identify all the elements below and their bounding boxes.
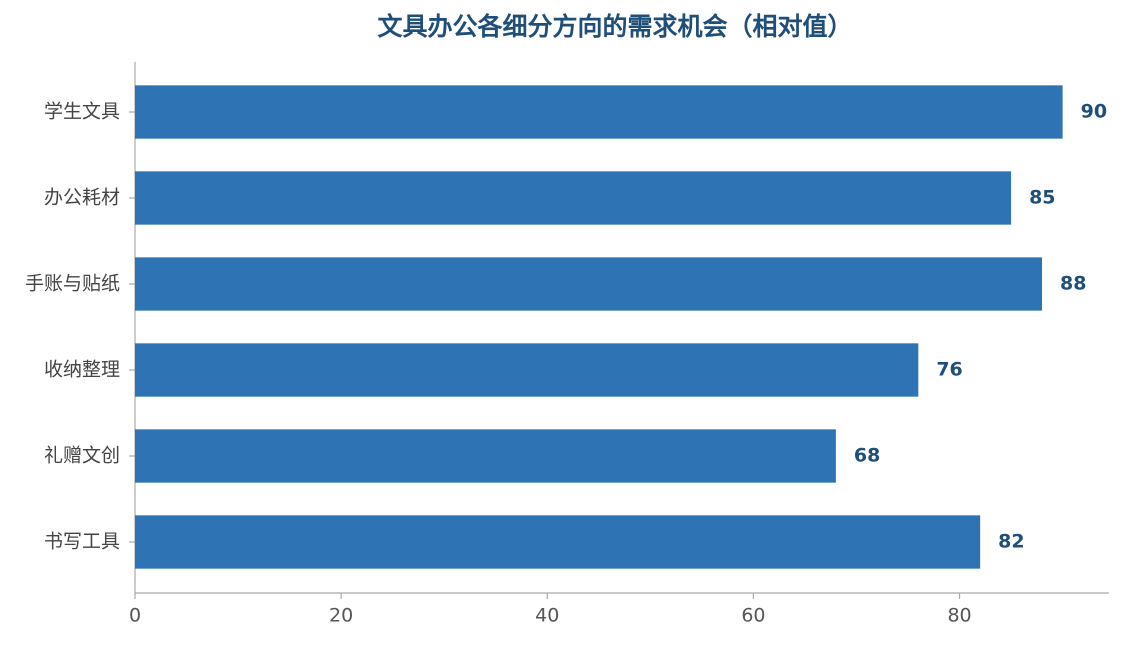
value-label: 68 <box>854 445 880 467</box>
y-tick-label: 办公耗材 <box>44 187 120 209</box>
bar <box>135 257 1043 311</box>
x-tick-label: 60 <box>741 605 765 627</box>
value-label: 82 <box>998 531 1024 553</box>
x-tick-label: 20 <box>329 605 353 627</box>
value-label: 90 <box>1081 101 1107 123</box>
value-label: 85 <box>1029 187 1055 209</box>
bar <box>135 429 836 483</box>
bar <box>135 171 1012 225</box>
chart-title: 文具办公各细分方向的需求机会（相对值） <box>377 12 852 41</box>
y-tick-label: 手账与贴纸 <box>25 273 120 295</box>
y-tick-label: 学生文具 <box>44 101 120 123</box>
bar <box>135 85 1063 139</box>
value-label: 88 <box>1060 273 1086 295</box>
y-tick-label: 礼赠文创 <box>44 445 120 467</box>
bar <box>135 343 919 397</box>
y-tick-label: 书写工具 <box>44 531 120 553</box>
x-tick-label: 0 <box>129 605 141 627</box>
x-tick-label: 80 <box>947 605 971 627</box>
value-label: 76 <box>936 359 962 381</box>
x-tick-label: 40 <box>535 605 559 627</box>
bar <box>135 515 981 569</box>
y-tick-label: 收纳整理 <box>44 359 120 381</box>
